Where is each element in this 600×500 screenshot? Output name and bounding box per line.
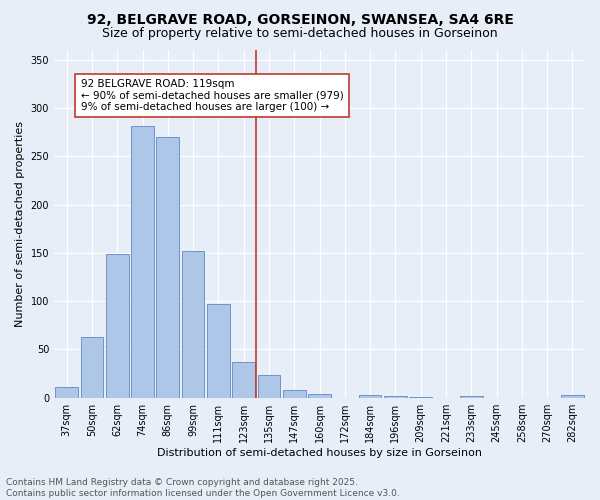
Bar [232, 362, 255, 398]
Y-axis label: Number of semi-detached properties: Number of semi-detached properties [15, 121, 25, 327]
Bar [182, 251, 205, 398]
Bar [359, 395, 382, 398]
Bar [308, 394, 331, 398]
Text: 92 BELGRAVE ROAD: 119sqm
← 90% of semi-detached houses are smaller (979)
9% of s: 92 BELGRAVE ROAD: 119sqm ← 90% of semi-d… [80, 79, 343, 112]
Bar [207, 304, 230, 398]
Text: 92, BELGRAVE ROAD, GORSEINON, SWANSEA, SA4 6RE: 92, BELGRAVE ROAD, GORSEINON, SWANSEA, S… [86, 12, 514, 26]
Bar [384, 396, 407, 398]
Text: Size of property relative to semi-detached houses in Gorseinon: Size of property relative to semi-detach… [102, 28, 498, 40]
Bar [561, 395, 584, 398]
Bar [257, 376, 280, 398]
X-axis label: Distribution of semi-detached houses by size in Gorseinon: Distribution of semi-detached houses by … [157, 448, 482, 458]
Text: Contains HM Land Registry data © Crown copyright and database right 2025.
Contai: Contains HM Land Registry data © Crown c… [6, 478, 400, 498]
Bar [460, 396, 482, 398]
Bar [409, 396, 432, 398]
Bar [106, 254, 128, 398]
Bar [283, 390, 305, 398]
Bar [157, 137, 179, 398]
Bar [80, 337, 103, 398]
Bar [131, 126, 154, 398]
Bar [55, 387, 78, 398]
